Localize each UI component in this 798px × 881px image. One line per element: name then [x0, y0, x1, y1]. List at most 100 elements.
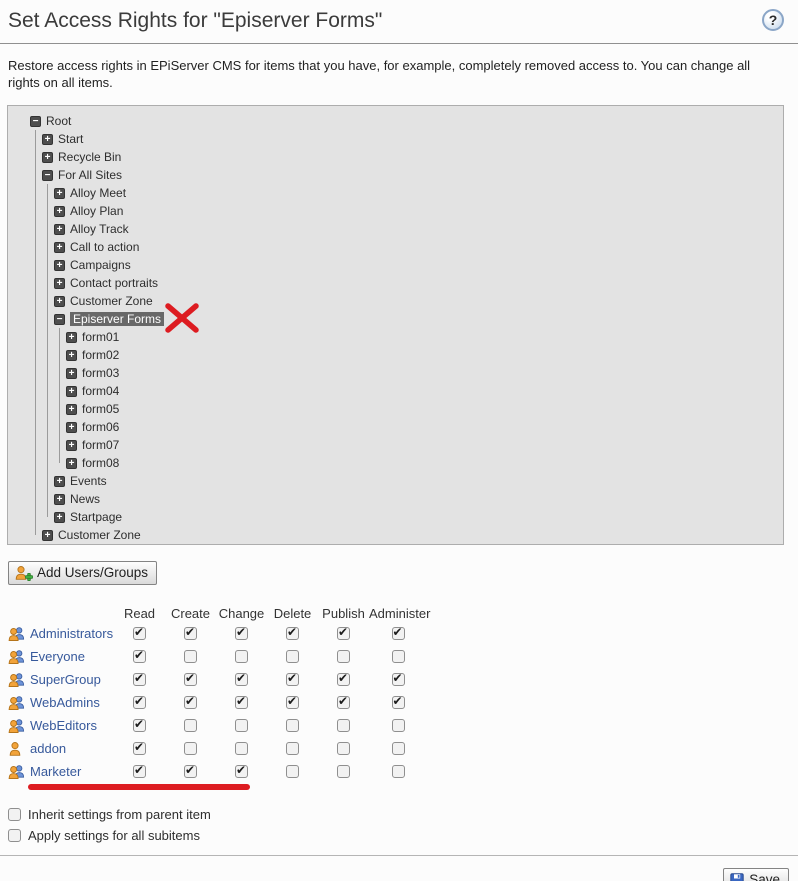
- tree-toggle-icon[interactable]: +: [66, 457, 77, 469]
- tree-item[interactable]: + Start: [8, 130, 783, 148]
- permission-checkbox-change[interactable]: [235, 763, 248, 778]
- permission-checkbox-create[interactable]: [184, 742, 197, 755]
- tree-item[interactable]: − Root: [8, 112, 783, 130]
- tree-item-label[interactable]: Start: [58, 132, 84, 146]
- tree-toggle-icon[interactable]: +: [42, 529, 53, 541]
- tree-toggle-icon[interactable]: +: [66, 421, 77, 433]
- permission-checkbox-delete[interactable]: [286, 719, 299, 732]
- tree-toggle-icon[interactable]: +: [66, 367, 77, 379]
- save-button[interactable]: Save: [723, 868, 789, 881]
- permission-checkbox-administer[interactable]: [391, 671, 405, 686]
- permission-checkbox-change[interactable]: [235, 719, 248, 732]
- user-group-link[interactable]: WebEditors: [30, 718, 97, 733]
- permission-checkbox-read[interactable]: [133, 694, 146, 709]
- tree-item[interactable]: + Alloy Meet: [8, 184, 783, 202]
- tree-toggle-icon[interactable]: +: [66, 439, 77, 451]
- tree-item[interactable]: + Customer Zone: [8, 526, 783, 544]
- permission-checkbox-change[interactable]: [235, 694, 248, 709]
- user-group-link[interactable]: Administrators: [30, 626, 114, 641]
- user-group-link[interactable]: addon: [30, 741, 67, 756]
- tree-toggle-icon[interactable]: +: [54, 277, 65, 289]
- permission-checkbox-publish[interactable]: [337, 650, 350, 663]
- tree-item-label[interactable]: Recycle Bin: [58, 150, 122, 164]
- tree-toggle-icon[interactable]: +: [54, 493, 65, 505]
- permission-checkbox-delete[interactable]: [286, 625, 299, 640]
- permission-checkbox-read[interactable]: [133, 763, 146, 778]
- permission-checkbox-change[interactable]: [235, 625, 248, 640]
- user-group-link[interactable]: Marketer: [30, 764, 82, 779]
- tree-item[interactable]: + form02: [8, 346, 783, 364]
- tree-item[interactable]: + Contact portraits: [8, 274, 783, 292]
- tree-item[interactable]: + Customer Zone: [8, 292, 783, 310]
- tree-item-label[interactable]: form03: [82, 366, 120, 380]
- permission-checkbox-change[interactable]: [235, 650, 248, 663]
- tree-item[interactable]: + form05: [8, 400, 783, 418]
- permission-checkbox-read[interactable]: [133, 671, 146, 686]
- tree-item[interactable]: + Events: [8, 472, 783, 490]
- permission-checkbox-create[interactable]: [184, 671, 197, 686]
- permission-checkbox-publish[interactable]: [337, 625, 350, 640]
- permission-checkbox-administer[interactable]: [391, 742, 405, 755]
- tree-toggle-icon[interactable]: +: [54, 241, 65, 253]
- tree-toggle-icon[interactable]: −: [30, 115, 41, 127]
- apply-settings-checkbox[interactable]: [8, 829, 21, 842]
- tree-item[interactable]: − For All Sites: [8, 166, 783, 184]
- tree-item[interactable]: + Campaigns: [8, 256, 783, 274]
- permission-checkbox-administer[interactable]: [391, 765, 405, 778]
- help-icon[interactable]: ?: [762, 9, 784, 31]
- tree-toggle-icon[interactable]: +: [66, 385, 77, 397]
- tree-toggle-icon[interactable]: +: [54, 475, 65, 487]
- permission-checkbox-read[interactable]: [133, 717, 146, 732]
- tree-item-label[interactable]: Call to action: [70, 240, 140, 254]
- permission-checkbox-publish[interactable]: [337, 719, 350, 732]
- tree-toggle-icon[interactable]: +: [66, 403, 77, 415]
- permission-checkbox-change[interactable]: [235, 671, 248, 686]
- tree-item[interactable]: + form06: [8, 418, 783, 436]
- tree-toggle-icon[interactable]: +: [42, 133, 53, 145]
- user-group-link[interactable]: WebAdmins: [30, 695, 100, 710]
- tree-item[interactable]: + form04: [8, 382, 783, 400]
- permission-checkbox-create[interactable]: [184, 650, 197, 663]
- permission-checkbox-delete[interactable]: [286, 694, 299, 709]
- tree-item-label[interactable]: Customer Zone: [58, 528, 141, 542]
- tree-toggle-icon[interactable]: −: [42, 169, 53, 181]
- tree-item-label[interactable]: News: [70, 492, 101, 506]
- tree-item[interactable]: + News: [8, 490, 783, 508]
- tree-item-label[interactable]: Alloy Track: [70, 222, 129, 236]
- permission-checkbox-publish[interactable]: [337, 742, 350, 755]
- permission-checkbox-read[interactable]: [133, 740, 146, 755]
- permission-checkbox-administer[interactable]: [391, 719, 405, 732]
- tree-item-label[interactable]: Customer Zone: [70, 294, 153, 308]
- tree-item-label[interactable]: Startpage: [70, 510, 123, 524]
- tree-item-label[interactable]: form05: [82, 402, 120, 416]
- permission-checkbox-publish[interactable]: [337, 765, 350, 778]
- tree-toggle-icon[interactable]: +: [54, 187, 65, 199]
- tree-item[interactable]: + form03: [8, 364, 783, 382]
- tree-toggle-icon[interactable]: −: [54, 313, 65, 325]
- tree-item[interactable]: − Episerver Forms: [8, 310, 783, 328]
- tree-item[interactable]: + form01: [8, 328, 783, 346]
- permission-checkbox-create[interactable]: [184, 763, 197, 778]
- tree-item-label[interactable]: Root: [46, 114, 72, 128]
- tree-item[interactable]: + Startpage: [8, 508, 783, 526]
- permission-checkbox-delete[interactable]: [286, 671, 299, 686]
- tree-toggle-icon[interactable]: +: [66, 349, 77, 361]
- user-group-link[interactable]: SuperGroup: [30, 672, 101, 687]
- permission-checkbox-create[interactable]: [184, 694, 197, 709]
- inherit-settings-checkbox[interactable]: [8, 808, 21, 821]
- tree-toggle-icon[interactable]: +: [66, 331, 77, 343]
- permission-checkbox-administer[interactable]: [391, 650, 405, 663]
- tree-toggle-icon[interactable]: +: [42, 151, 53, 163]
- permission-checkbox-publish[interactable]: [337, 694, 350, 709]
- add-users-groups-button[interactable]: Add Users/Groups: [8, 561, 158, 585]
- tree-item[interactable]: + Alloy Track: [8, 220, 783, 238]
- tree-item[interactable]: + Call to action: [8, 238, 783, 256]
- tree-item-label[interactable]: form01: [82, 330, 120, 344]
- tree-item-label[interactable]: Campaigns: [70, 258, 131, 272]
- permission-checkbox-create[interactable]: [184, 719, 197, 732]
- tree-toggle-icon[interactable]: +: [54, 223, 65, 235]
- permission-checkbox-administer[interactable]: [391, 694, 405, 709]
- tree-toggle-icon[interactable]: +: [54, 259, 65, 271]
- tree-item-label[interactable]: form08: [82, 456, 120, 470]
- permission-checkbox-administer[interactable]: [391, 625, 405, 640]
